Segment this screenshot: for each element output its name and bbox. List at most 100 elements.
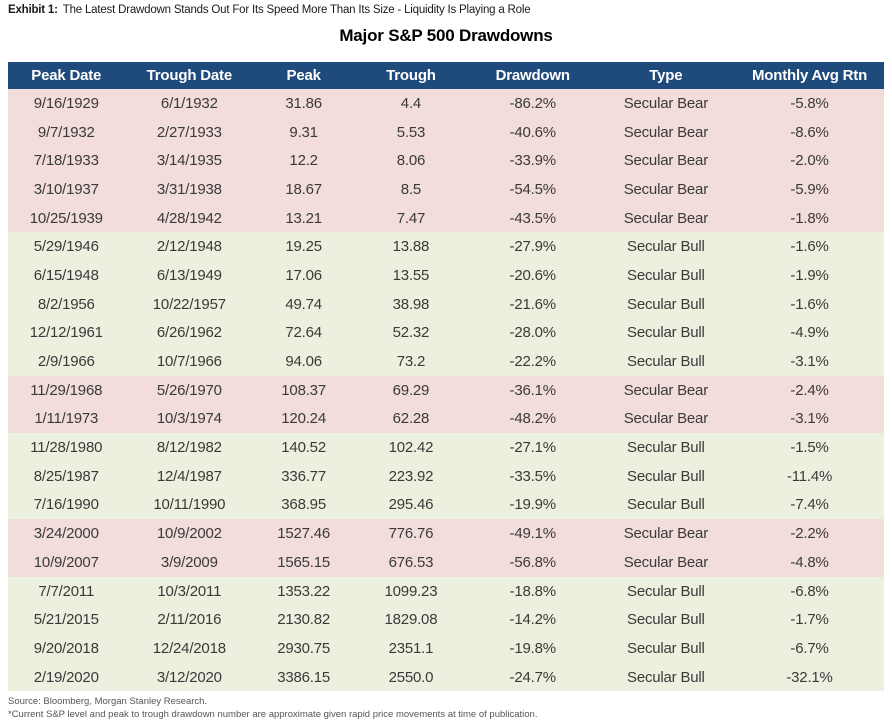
cell: Secular Bull: [596, 461, 736, 491]
cell: -6.8%: [735, 576, 884, 606]
cell: -33.5%: [468, 461, 597, 491]
column-header-drawdown: Drawdown: [468, 62, 597, 89]
cell: 2/12/1948: [124, 232, 255, 262]
cell: 10/11/1990: [124, 490, 255, 520]
cell: 1353.22: [254, 576, 354, 606]
cell: 12/12/1961: [8, 318, 125, 348]
cell: 94.06: [254, 347, 354, 376]
table-row: 3/24/2000 10/9/2002 1527.46 776.76 -49.1% Sec…: [8, 519, 884, 548]
cell: 8.5: [353, 175, 469, 204]
cell: 295.46: [353, 490, 469, 520]
cell: -1.8%: [735, 203, 884, 233]
cell: 12/4/1987: [124, 461, 255, 491]
cell: 3/12/2020: [124, 662, 255, 692]
table-row: 7/7/2011 10/3/2011 1353.22 1099.23 -18.8% Sec…: [8, 576, 884, 606]
cell: 5/29/1946: [8, 232, 125, 262]
cell: 10/9/2002: [124, 519, 255, 548]
cell: 2/11/2016: [124, 605, 255, 635]
cell: -22.2%: [468, 347, 597, 376]
cell: -5.9%: [735, 175, 884, 204]
cell: -27.1%: [468, 433, 597, 462]
cell: -33.9%: [468, 146, 597, 176]
cell: Secular Bear: [596, 404, 736, 434]
table-row: 9/20/2018 12/24/2018 2930.75 2351.1 -19.8% Se…: [8, 634, 884, 663]
cell: Secular Bull: [596, 662, 736, 692]
cell: -3.1%: [735, 404, 884, 434]
cell: Secular Bear: [596, 146, 736, 176]
cell: 3/10/1937: [8, 175, 125, 204]
cell: 11/28/1980: [8, 433, 125, 462]
cell: 10/3/1974: [124, 404, 255, 434]
table-row: 11/29/1968 5/26/1970 108.37 69.29 -36.1% Secu…: [8, 375, 884, 405]
cell: 4.4: [353, 89, 469, 118]
cell: 336.77: [254, 461, 354, 491]
cell: 72.64: [254, 318, 354, 348]
table-row: 3/10/1937 3/31/1938 18.67 8.5 -54.5% Secular …: [8, 175, 884, 204]
cell: 5/26/1970: [124, 375, 255, 405]
table-header-row: Peak Date Trough Date Peak Trough Drawdown Ty…: [8, 62, 884, 89]
column-header-peak: Peak: [254, 62, 354, 89]
cell: 223.92: [353, 461, 469, 491]
cell: 776.76: [353, 519, 469, 548]
table-row: 1/11/1973 10/3/1974 120.24 62.28 -48.2% Secul…: [8, 404, 884, 434]
cell: 49.74: [254, 289, 354, 319]
cell: 3386.15: [254, 662, 354, 692]
approximation-note: *Current S&P level and peak to trough dr…: [8, 708, 538, 720]
cell: Secular Bear: [596, 375, 736, 405]
table-row: 8/25/1987 12/4/1987 336.77 223.92 -33.5% Secu…: [8, 461, 884, 491]
cell: Secular Bear: [596, 519, 736, 548]
cell: 10/3/2011: [124, 576, 255, 606]
cell: 8.06: [353, 146, 469, 176]
table-row: 10/9/2007 3/9/2009 1565.15 676.53 -56.8% Secu…: [8, 548, 884, 577]
table-row: 11/28/1980 8/12/1982 140.52 102.42 -27.1% Sec…: [8, 433, 884, 462]
cell: 38.98: [353, 289, 469, 319]
cell: 8/12/1982: [124, 433, 255, 462]
cell: 4/28/1942: [124, 203, 255, 233]
cell: Secular Bear: [596, 203, 736, 233]
cell: 6/15/1948: [8, 261, 125, 290]
cell: -21.6%: [468, 289, 597, 319]
cell: -32.1%: [735, 662, 884, 692]
table-row: 6/15/1948 6/13/1949 17.06 13.55 -20.6% Secula…: [8, 261, 884, 290]
cell: -5.8%: [735, 89, 884, 118]
cell: 10/22/1957: [124, 289, 255, 319]
cell: Secular Bull: [596, 318, 736, 348]
cell: 9/16/1929: [8, 89, 125, 118]
cell: 102.42: [353, 433, 469, 462]
table-row: 10/25/1939 4/28/1942 13.21 7.47 -43.5% Secula…: [8, 203, 884, 233]
cell: Secular Bear: [596, 548, 736, 577]
cell: 9.31: [254, 117, 354, 147]
cell: 10/25/1939: [8, 203, 125, 233]
column-header-monthly-avg-rtn: Monthly Avg Rtn: [735, 62, 884, 89]
cell: 31.86: [254, 89, 354, 118]
drawdowns-table: Peak Date Trough Date Peak Trough Drawdown Ty…: [8, 62, 884, 692]
cell: -2.0%: [735, 146, 884, 176]
column-header-trough: Trough: [353, 62, 469, 89]
cell: -36.1%: [468, 375, 597, 405]
cell: -40.6%: [468, 117, 597, 147]
cell: Secular Bull: [596, 634, 736, 663]
cell: 7/18/1933: [8, 146, 125, 176]
cell: 676.53: [353, 548, 469, 577]
cell: 11/29/1968: [8, 375, 125, 405]
cell: Secular Bull: [596, 433, 736, 462]
cell: 17.06: [254, 261, 354, 290]
table-row: 9/16/1929 6/1/1932 31.86 4.4 -86.2% Secular B…: [8, 89, 884, 118]
cell: 2/19/2020: [8, 662, 125, 692]
cell: 13.55: [353, 261, 469, 290]
cell: -56.8%: [468, 548, 597, 577]
exhibit-caption: Exhibit 1: The Latest Drawdown Stands Out…: [8, 4, 531, 16]
cell: 1099.23: [353, 576, 469, 606]
cell: 140.52: [254, 433, 354, 462]
cell: 52.32: [353, 318, 469, 348]
cell: -48.2%: [468, 404, 597, 434]
page-title: Major S&P 500 Drawdowns: [339, 26, 553, 45]
cell: 1/11/1973: [8, 404, 125, 434]
cell: -4.9%: [735, 318, 884, 348]
cell: -7.4%: [735, 490, 884, 520]
cell: -54.5%: [468, 175, 597, 204]
cell: 2130.82: [254, 605, 354, 635]
cell: 2930.75: [254, 634, 354, 663]
table-row: 2/19/2020 3/12/2020 3386.15 2550.0 -24.7% Sec…: [8, 662, 884, 692]
cell: 368.95: [254, 490, 354, 520]
